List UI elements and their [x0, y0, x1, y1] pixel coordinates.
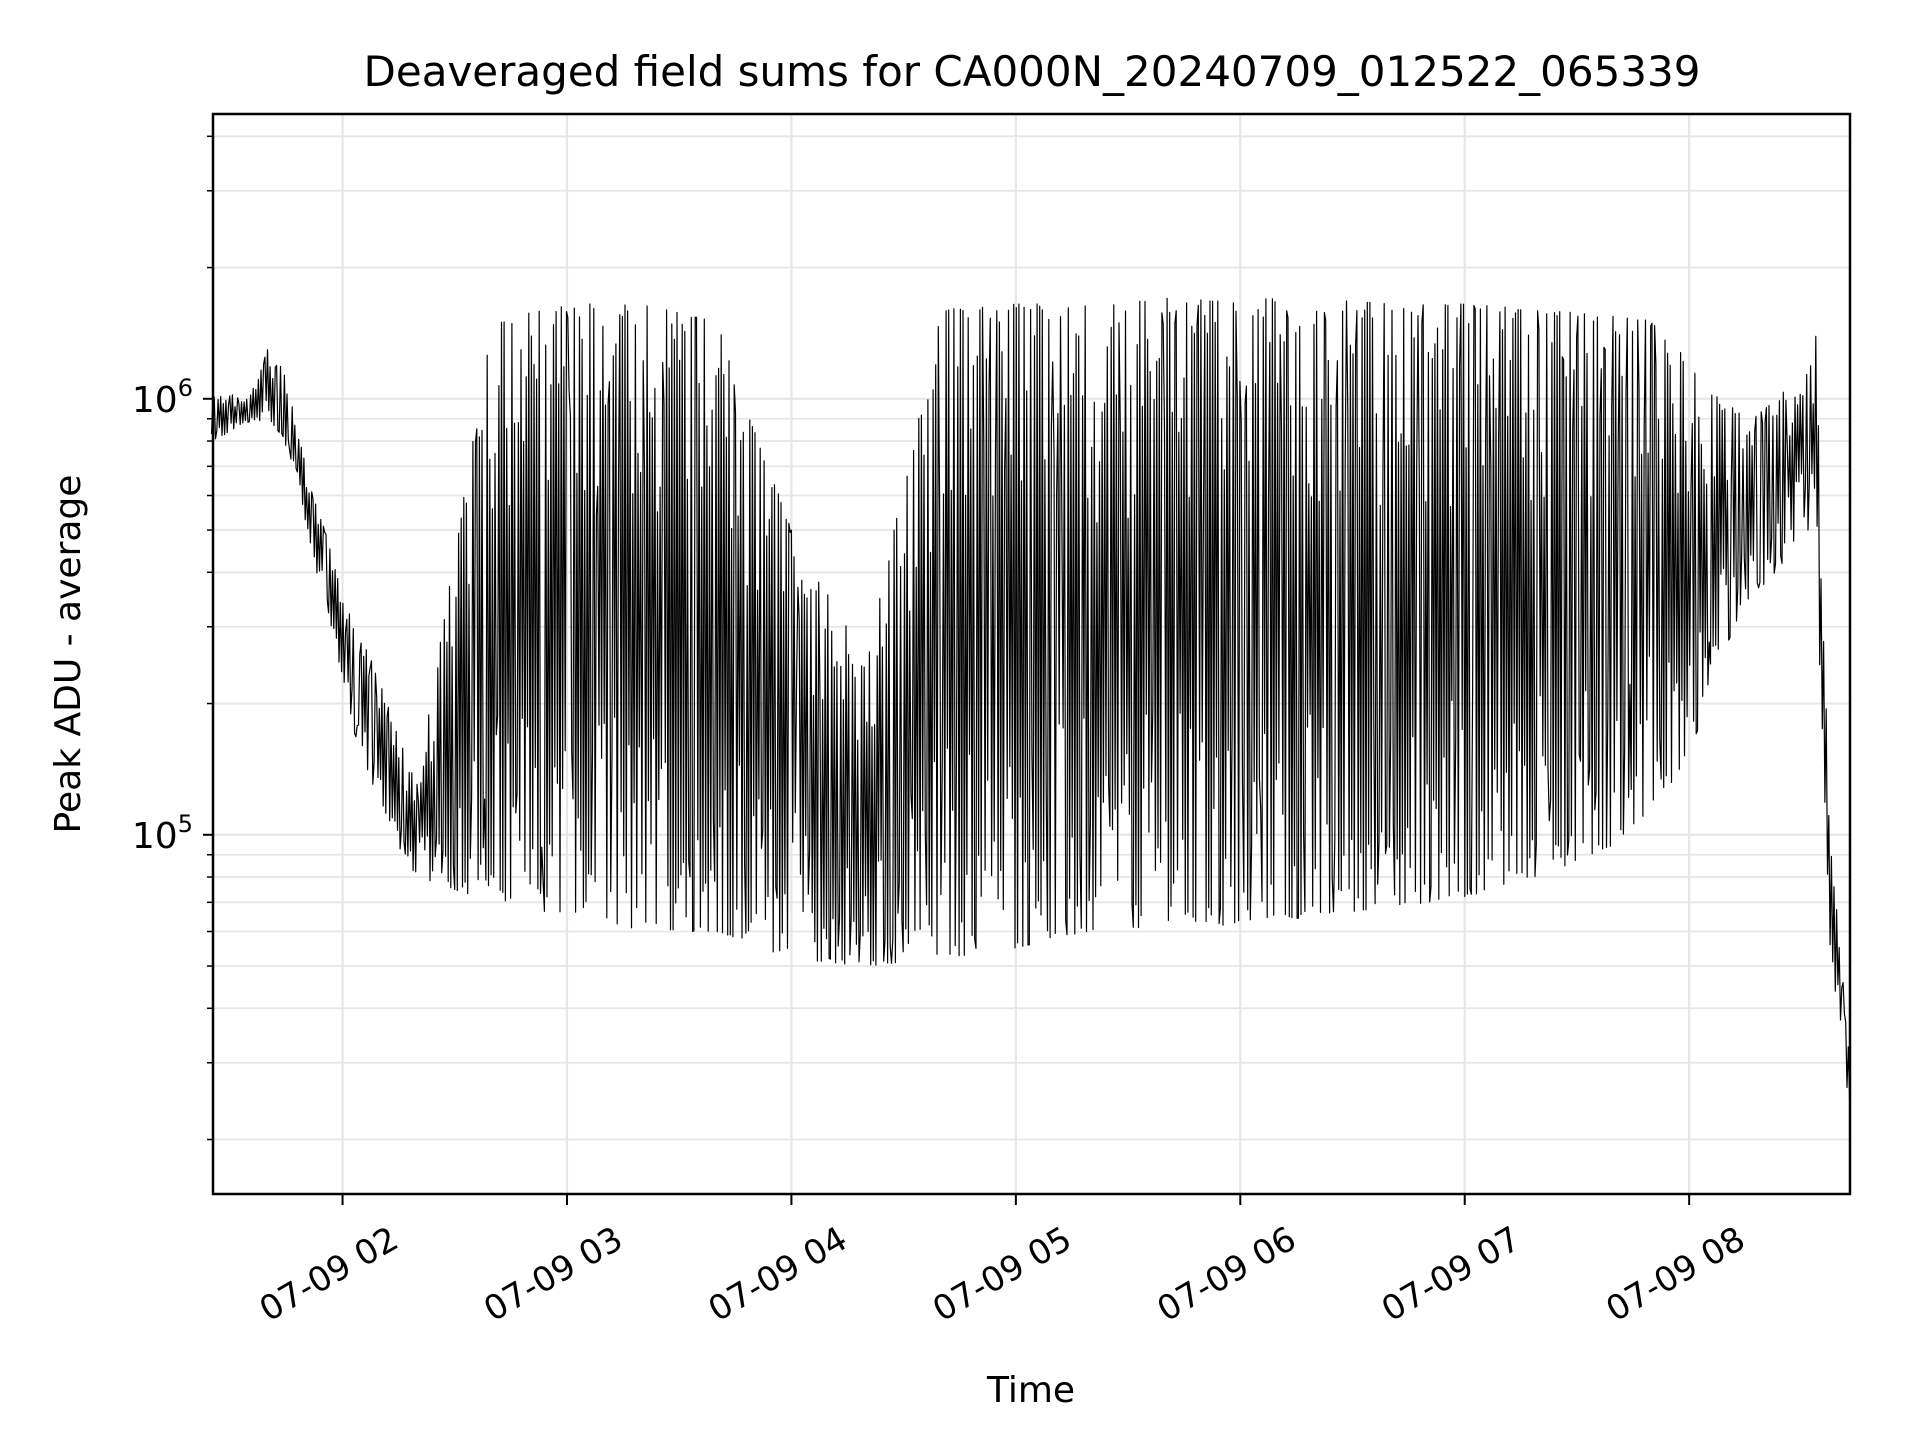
y-tick-label: 105	[132, 810, 193, 857]
plot-frame	[211, 112, 1852, 1196]
data-layer	[211, 297, 1851, 1101]
chart-title: Deaveraged field sums for CA000N_2024070…	[364, 47, 1701, 96]
series-line	[211, 297, 1851, 1101]
x-axis-label: Time	[986, 1370, 1075, 1411]
y-axis-label: Peak ADU - average	[48, 475, 89, 834]
y-tick-label: 106	[132, 374, 193, 421]
y-axis: 105 106	[132, 135, 213, 1141]
